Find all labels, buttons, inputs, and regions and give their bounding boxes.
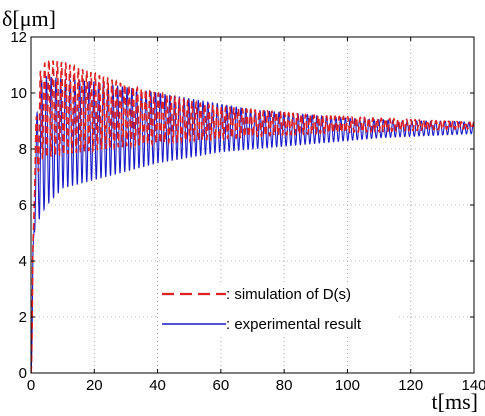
x-tick-label: 0 [27,377,35,394]
y-tick-label: 10 [10,85,27,102]
y-axis-label: δ[μm] [2,6,56,31]
x-tick-label: 60 [213,377,230,394]
x-tick-label: 140 [461,377,485,394]
axis-ticks: 0 20 40 60 80 100 120 140 0 2 4 6 8 10 12 [10,29,485,394]
x-tick-label: 100 [335,377,360,394]
legend-label-experimental: : experimental result [226,316,362,333]
y-tick-label: 0 [19,365,27,382]
x-tick-label: 120 [398,377,423,394]
x-tick-label: 40 [149,377,166,394]
y-tick-label: 8 [19,141,27,158]
legend-background [158,282,398,336]
y-tick-label: 6 [19,197,27,214]
legend: : simulation of D(s) : experimental resu… [158,282,398,336]
y-tick-label: 12 [10,29,27,46]
x-tick-label: 20 [86,377,103,394]
series-line-experimental [31,75,474,373]
x-tick-label: 80 [276,377,293,394]
legend-label-simulation: : simulation of D(s) [226,286,351,303]
series-line-simulation [31,59,474,373]
plot-area [31,59,474,373]
y-tick-label: 2 [19,309,27,326]
y-tick-label: 4 [19,253,27,270]
x-axis-label: t[ms] [432,389,478,414]
